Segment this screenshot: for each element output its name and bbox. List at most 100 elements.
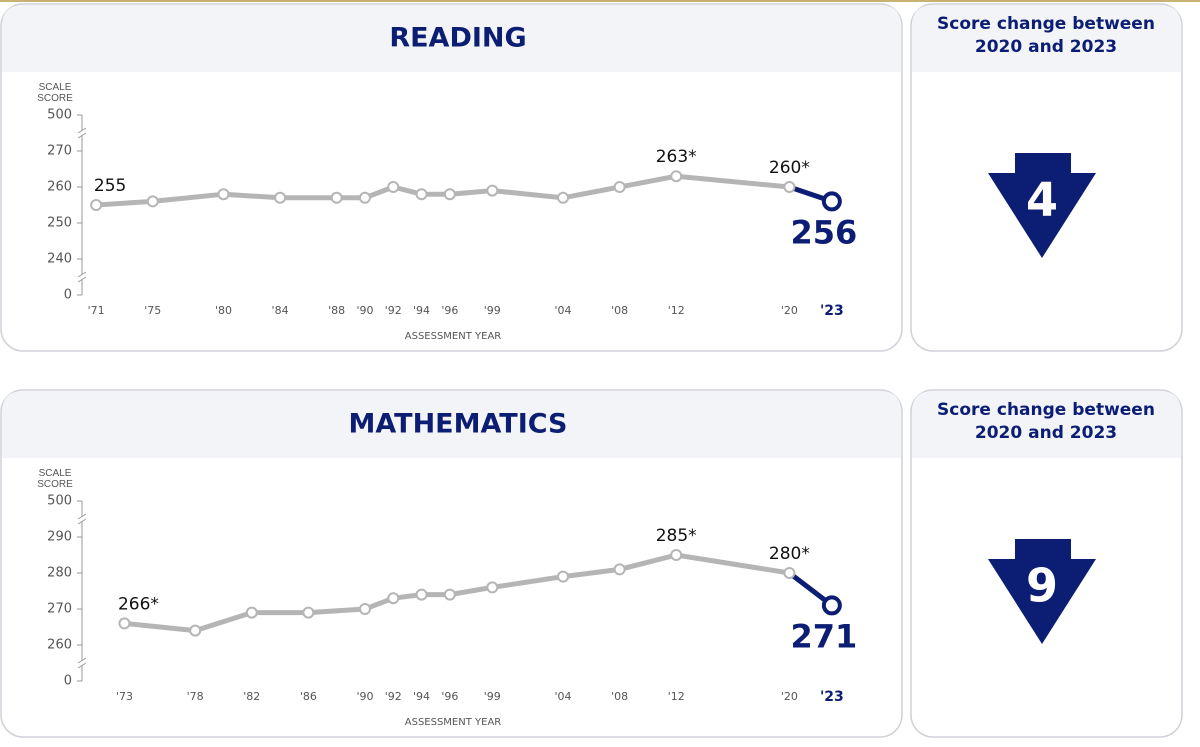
x-tick-label: '94 (413, 690, 430, 703)
x-tick-label: '94 (413, 304, 430, 317)
y-tick-label: 0 (64, 288, 72, 303)
x-tick-label: '82 (243, 690, 260, 703)
x-tick-label: '78 (187, 690, 204, 703)
y-tick-label: 280 (47, 566, 72, 581)
y-axis-label-box: SCALE SCORE (37, 468, 73, 490)
axis-break (77, 518, 87, 525)
x-tick-label: '90 (356, 304, 373, 317)
axis-break (77, 662, 87, 669)
x-tick-label: '20 (781, 304, 798, 317)
data-point (118, 617, 131, 630)
x-tick-label: '75 (144, 304, 161, 317)
x-tick-label: '08 (611, 690, 628, 703)
data-point (443, 588, 456, 601)
y-axis-label: SCALE SCORE (37, 82, 73, 104)
y-axis-label-box: SCALE SCORE (37, 82, 73, 104)
side-band (912, 391, 1181, 458)
chart-panel (0, 389, 903, 738)
x-tick-label: '04 (555, 690, 572, 703)
change-value: 9 (1026, 559, 1058, 613)
down-arrow (988, 539, 1096, 644)
data-point (358, 191, 371, 204)
y-tick-label: 270 (47, 144, 72, 159)
data-point (387, 181, 400, 193)
x-tick-label: '12 (668, 690, 685, 703)
data-point (302, 606, 315, 619)
data-point (274, 191, 287, 204)
data-point (90, 199, 103, 211)
x-tick-label: '23 (820, 303, 844, 319)
x-tick-label: '73 (116, 690, 133, 703)
x-tick-label: '20 (781, 690, 798, 703)
side-title-box: Score change between 2020 and 2023 (937, 14, 1155, 57)
axis-break (77, 132, 87, 139)
x-tick-label: '99 (484, 690, 501, 703)
x-tick-label: '12 (668, 304, 685, 317)
data-point (670, 170, 683, 183)
x-tick-label: '96 (441, 690, 458, 703)
y-tick-label: 260 (47, 638, 72, 653)
y-tick-label: 500 (47, 494, 72, 509)
chart-panel (0, 3, 903, 352)
axis-break-gap (78, 516, 86, 522)
x-tick-label: '23 (820, 689, 844, 705)
data-point (557, 570, 570, 583)
value-label: 271 (790, 617, 857, 655)
side-title-box: Score change between 2020 and 2023 (937, 400, 1155, 443)
side-title: Score change between 2020 and 2023 (937, 400, 1155, 443)
data-point (670, 549, 683, 561)
title-band (2, 5, 901, 72)
data-point (146, 195, 159, 208)
value-label: 260* (769, 158, 810, 178)
data-point (613, 563, 626, 576)
y-tick-label: 0 (64, 674, 72, 689)
x-tick-label: '86 (300, 690, 317, 703)
y-axis-label: SCALE SCORE (37, 468, 73, 490)
data-point (189, 624, 202, 637)
axis-break (77, 276, 87, 283)
data-point (557, 191, 570, 204)
chart-title: READING (389, 23, 526, 54)
value-label: 266* (118, 594, 159, 614)
value-label: 285* (656, 526, 697, 546)
data-point (245, 606, 258, 619)
data-point (783, 181, 796, 193)
axis-break (77, 127, 87, 134)
side-band (912, 5, 1181, 72)
data-point (415, 188, 428, 201)
value-label: 263* (656, 147, 697, 167)
data-point (358, 603, 371, 615)
x-tick-label: '92 (385, 690, 402, 703)
data-point (486, 184, 499, 197)
value-label: 255 (94, 176, 126, 196)
data-point (486, 581, 499, 594)
down-arrow (988, 153, 1096, 258)
axis-break-gap (78, 274, 86, 280)
x-axis-label: ASSESSMENT YEAR (405, 717, 502, 728)
data-point (783, 567, 796, 579)
axis-break (77, 271, 87, 278)
data-point (443, 188, 456, 201)
axis-break (77, 513, 87, 520)
y-tick-label: 270 (47, 602, 72, 617)
axis-break-gap (78, 130, 86, 136)
change-value: 4 (1026, 173, 1058, 227)
y-tick-label: 500 (47, 108, 72, 123)
data-point (821, 191, 842, 212)
axis-break (77, 657, 87, 664)
x-tick-label: '92 (385, 304, 402, 317)
score-line (95, 173, 790, 208)
x-axis-label: ASSESSMENT YEAR (405, 331, 502, 342)
side-title: Score change between 2020 and 2023 (937, 14, 1155, 57)
x-tick-label: '88 (328, 304, 345, 317)
x-tick-label: '04 (555, 304, 572, 317)
x-tick-label: '84 (272, 304, 289, 317)
value-label: 280* (769, 544, 810, 564)
chart-title: MATHEMATICS (348, 409, 567, 440)
x-tick-label: '80 (215, 304, 232, 317)
axis-break-gap (78, 660, 86, 666)
value-label: 256 (790, 213, 857, 251)
title-band (2, 391, 901, 458)
